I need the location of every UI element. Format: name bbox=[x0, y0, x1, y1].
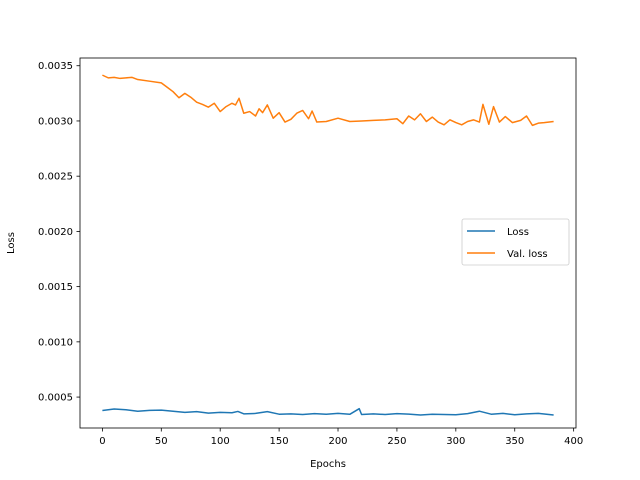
x-tick-label: 200 bbox=[328, 436, 347, 447]
x-axis-ticks: 0 50 100 150 200 250 300 350 400 bbox=[99, 428, 583, 447]
legend-label-loss: Loss bbox=[507, 227, 529, 238]
x-tick-label: 0 bbox=[99, 436, 105, 447]
x-axis-label: Epochs bbox=[310, 459, 346, 470]
y-axis-ticks: 0.0005 0.0010 0.0015 0.0020 0.0025 0.0030 0.00… bbox=[38, 61, 80, 404]
y-tick-label: 0.0025 bbox=[38, 172, 73, 183]
y-tick-label: 0.0035 bbox=[38, 61, 73, 72]
y-tick-label: 0.0010 bbox=[38, 337, 73, 348]
plot-frame bbox=[79, 57, 577, 429]
y-tick-label: 0.0015 bbox=[38, 282, 73, 293]
x-tick-label: 100 bbox=[211, 436, 230, 447]
y-tick-label: 0.0030 bbox=[38, 116, 73, 127]
x-tick-label: 150 bbox=[270, 436, 289, 447]
x-tick-label: 50 bbox=[155, 436, 168, 447]
series-line-loss bbox=[102, 407, 554, 416]
series-line-val-loss bbox=[102, 74, 554, 127]
y-tick-label: 0.0020 bbox=[38, 227, 73, 238]
x-tick-label: 350 bbox=[505, 436, 524, 447]
y-tick-label: 0.0005 bbox=[38, 393, 73, 404]
x-tick-label: 250 bbox=[387, 436, 406, 447]
series-layer bbox=[102, 74, 554, 416]
x-tick-label: 300 bbox=[446, 436, 465, 447]
legend: Loss Val. loss bbox=[461, 218, 570, 266]
legend-label-val-loss: Val. loss bbox=[507, 249, 548, 260]
x-tick-label: 400 bbox=[564, 436, 583, 447]
y-axis-label: Loss bbox=[6, 232, 17, 254]
